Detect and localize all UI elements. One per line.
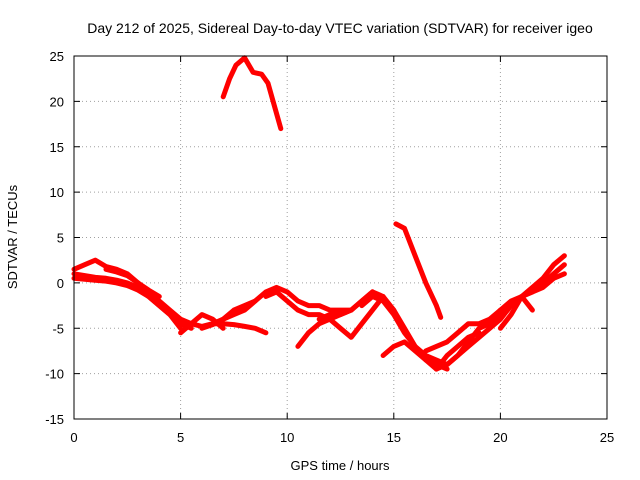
series-line-arc-1	[71, 257, 269, 336]
y-tick-label: -10	[45, 367, 64, 382]
x-tick-label: 20	[493, 430, 507, 445]
y-tick-label: 25	[50, 49, 64, 64]
plot-frame	[73, 55, 608, 420]
y-tick-label: 5	[57, 231, 64, 246]
series-line-arc-4	[103, 266, 162, 299]
y-tick-label: 15	[50, 140, 64, 155]
chart-title: Day 212 of 2025, Sidereal Day-to-day VTE…	[87, 20, 593, 36]
series-line-arc-18	[393, 221, 444, 320]
x-axis-label: GPS time / hours	[291, 458, 390, 473]
y-tick-label: 0	[57, 276, 64, 291]
series-line-arc-17	[220, 55, 284, 132]
axis-ticks: 0 5 10 15 20 25 -15 -10 -5 0 5 10 15 20 25	[45, 49, 614, 445]
grid	[74, 56, 607, 419]
x-tick-label: 10	[280, 430, 294, 445]
x-tick-label: 25	[600, 430, 614, 445]
series-line-arc-12	[380, 330, 482, 372]
series-line-arc-15	[487, 253, 567, 327]
series-line-arc-7	[210, 284, 354, 327]
y-tick-label: 20	[50, 94, 64, 109]
series-line-arc-3	[71, 275, 184, 331]
x-tick-label: 15	[387, 430, 401, 445]
series-line-arc-14	[433, 262, 567, 372]
y-tick-label: -15	[45, 412, 64, 427]
y-tick-label: 10	[50, 185, 64, 200]
y-tick-label: -5	[52, 321, 64, 336]
y-axis-label: SDTVAR / TECUs	[5, 184, 20, 289]
series-line-arc-9	[295, 294, 386, 349]
x-tick-label: 0	[70, 430, 77, 445]
x-tick-label: 5	[177, 430, 184, 445]
series-layer	[71, 55, 567, 372]
series-line-arc-16	[497, 294, 535, 331]
